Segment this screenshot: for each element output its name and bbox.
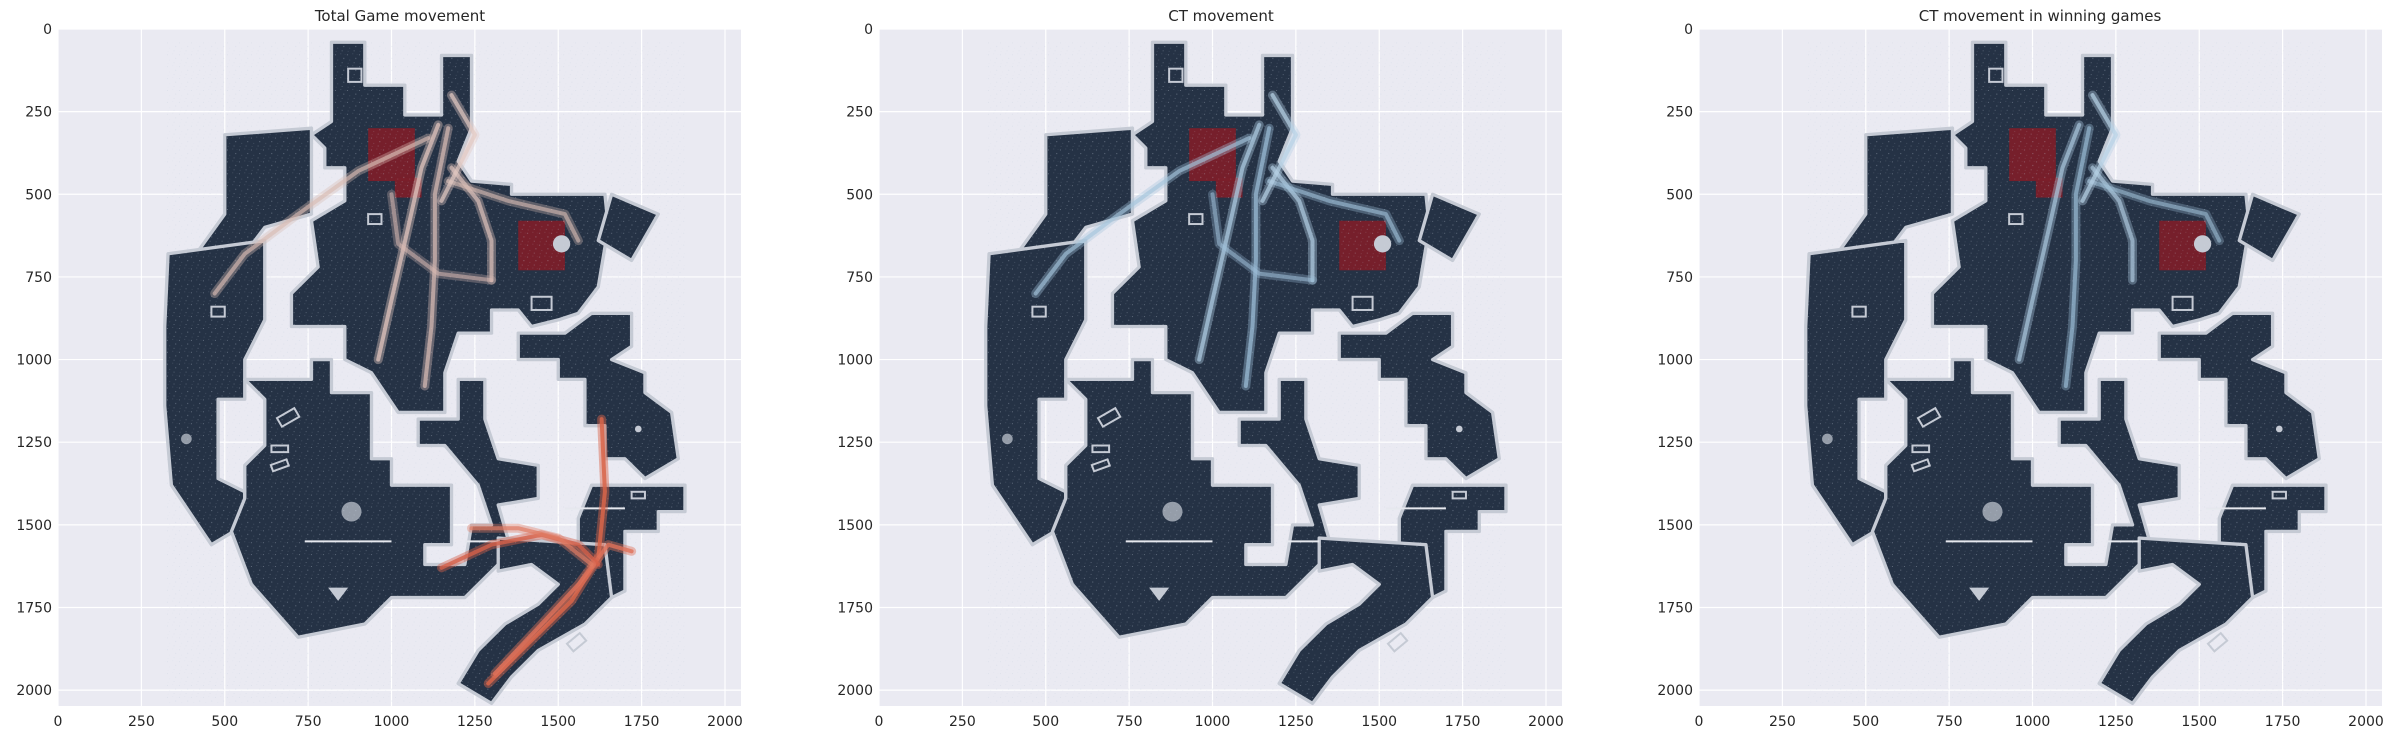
movement-trail bbox=[2080, 93, 2118, 203]
y-tick-label: 1250 bbox=[837, 435, 873, 451]
x-tick-label: 1750 bbox=[2265, 714, 2301, 730]
y-tick-label: 1750 bbox=[1657, 600, 1693, 616]
y-tick-label: 1500 bbox=[16, 518, 52, 534]
y-tick-label: 2000 bbox=[1657, 683, 1693, 699]
y-tick-label: 250 bbox=[846, 105, 873, 121]
x-tick-label: 2000 bbox=[1528, 714, 1564, 730]
y-tick-label: 250 bbox=[25, 105, 52, 121]
panel-title: Total Game movement bbox=[314, 7, 485, 25]
x-tick-label: 250 bbox=[128, 714, 155, 730]
x-tick-label: 750 bbox=[1116, 714, 1143, 730]
x-tick-labels: 0 250 500 750 1000 1250 1500 1750 2000 bbox=[875, 714, 1564, 730]
movement-trail bbox=[2063, 126, 2092, 388]
movement-trail bbox=[1210, 192, 1315, 283]
x-tick-label: 0 bbox=[875, 714, 884, 730]
x-tick-label: 500 bbox=[1032, 714, 1059, 730]
x-tick-label: 500 bbox=[1852, 714, 1879, 730]
y-tick-label: 1250 bbox=[16, 435, 52, 451]
y-tick-label: 1500 bbox=[1657, 518, 1693, 534]
x-tick-label: 250 bbox=[1769, 714, 1796, 730]
y-tick-label: 2000 bbox=[16, 683, 52, 699]
y-tick-label: 0 bbox=[43, 22, 52, 38]
movement-trail bbox=[446, 179, 581, 243]
y-tick-label: 0 bbox=[1684, 22, 1693, 38]
movement-trail bbox=[2090, 165, 2135, 283]
movement-trail bbox=[1033, 136, 1252, 296]
movement-trail bbox=[2087, 179, 2222, 243]
movement-trail bbox=[469, 526, 594, 567]
movement-trail bbox=[1267, 179, 1402, 243]
x-tick-label: 1750 bbox=[1445, 714, 1481, 730]
x-tick-labels: 0 250 500 750 1000 1250 1500 1750 2000 bbox=[1695, 714, 2384, 730]
x-tick-label: 1000 bbox=[1195, 714, 1231, 730]
movement-trail bbox=[486, 417, 607, 686]
y-tick-label: 1500 bbox=[837, 518, 873, 534]
y-tick-label: 2000 bbox=[837, 683, 873, 699]
x-tick-label: 1500 bbox=[2181, 714, 2217, 730]
movement-trail bbox=[389, 192, 494, 283]
movement-trail bbox=[2017, 122, 2082, 362]
panel-total-game-movement: Total Game movement 0 250 500 750 1000 1… bbox=[16, 7, 742, 730]
x-tick-label: 750 bbox=[1936, 714, 1963, 730]
x-tick-label: 750 bbox=[295, 714, 322, 730]
x-tick-label: 1000 bbox=[2015, 714, 2051, 730]
y-tick-labels: 0 250 500 750 1000 1250 1500 1750 2000 bbox=[837, 22, 873, 699]
movement-trail bbox=[212, 136, 431, 296]
movement-trail bbox=[1260, 93, 1298, 203]
movement-trails bbox=[2014, 90, 2224, 391]
y-tick-label: 1250 bbox=[1657, 435, 1693, 451]
movement-trail bbox=[1197, 122, 1262, 362]
x-tick-label: 250 bbox=[949, 714, 976, 730]
y-tick-labels: 0 250 500 750 1000 1250 1500 1750 2000 bbox=[1657, 22, 1693, 699]
x-tick-label: 1250 bbox=[1278, 714, 1314, 730]
y-tick-label: 1000 bbox=[837, 353, 873, 369]
movement-trail bbox=[449, 165, 494, 283]
y-tick-label: 500 bbox=[846, 187, 873, 203]
y-tick-label: 1000 bbox=[1657, 353, 1693, 369]
y-tick-label: 750 bbox=[846, 270, 873, 286]
panel-ct-movement-winning-games: CT movement in winning games 0 250 500 7… bbox=[1657, 7, 2383, 730]
x-tick-label: 500 bbox=[211, 714, 238, 730]
panel-title: CT movement in winning games bbox=[1919, 7, 2162, 25]
x-tick-label: 1500 bbox=[1361, 714, 1397, 730]
y-tick-label: 500 bbox=[25, 187, 52, 203]
y-tick-label: 250 bbox=[1666, 105, 1693, 121]
movement-trails bbox=[210, 90, 637, 688]
x-tick-label: 1250 bbox=[457, 714, 493, 730]
movement-trail bbox=[1270, 165, 1315, 283]
y-tick-label: 0 bbox=[864, 22, 873, 38]
x-tick-label: 1500 bbox=[540, 714, 576, 730]
x-tick-label: 1250 bbox=[2098, 714, 2134, 730]
panel-title: CT movement bbox=[1168, 7, 1274, 25]
y-tick-label: 750 bbox=[1666, 270, 1693, 286]
movement-trail bbox=[1243, 126, 1272, 388]
x-tick-label: 2000 bbox=[2348, 714, 2384, 730]
movement-trail bbox=[376, 122, 441, 362]
y-tick-labels: 0 250 500 750 1000 1250 1500 1750 2000 bbox=[16, 22, 52, 699]
x-tick-label: 1750 bbox=[624, 714, 660, 730]
y-tick-label: 1750 bbox=[837, 600, 873, 616]
movement-trail bbox=[439, 93, 477, 203]
x-tick-label: 0 bbox=[1695, 714, 1704, 730]
y-tick-label: 750 bbox=[25, 270, 52, 286]
x-tick-label: 1000 bbox=[374, 714, 410, 730]
panel-ct-movement: CT movement 0 250 500 750 1000 1250 1500… bbox=[837, 7, 1563, 730]
y-tick-label: 1750 bbox=[16, 600, 52, 616]
movement-trails bbox=[1031, 90, 1404, 391]
movement-trail bbox=[492, 542, 634, 676]
y-tick-label: 1000 bbox=[16, 353, 52, 369]
x-tick-labels: 0 250 500 750 1000 1250 1500 1750 2000 bbox=[54, 714, 743, 730]
movement-trail bbox=[422, 126, 451, 388]
x-tick-label: 0 bbox=[54, 714, 63, 730]
y-tick-label: 500 bbox=[1666, 187, 1693, 203]
x-tick-label: 2000 bbox=[707, 714, 743, 730]
